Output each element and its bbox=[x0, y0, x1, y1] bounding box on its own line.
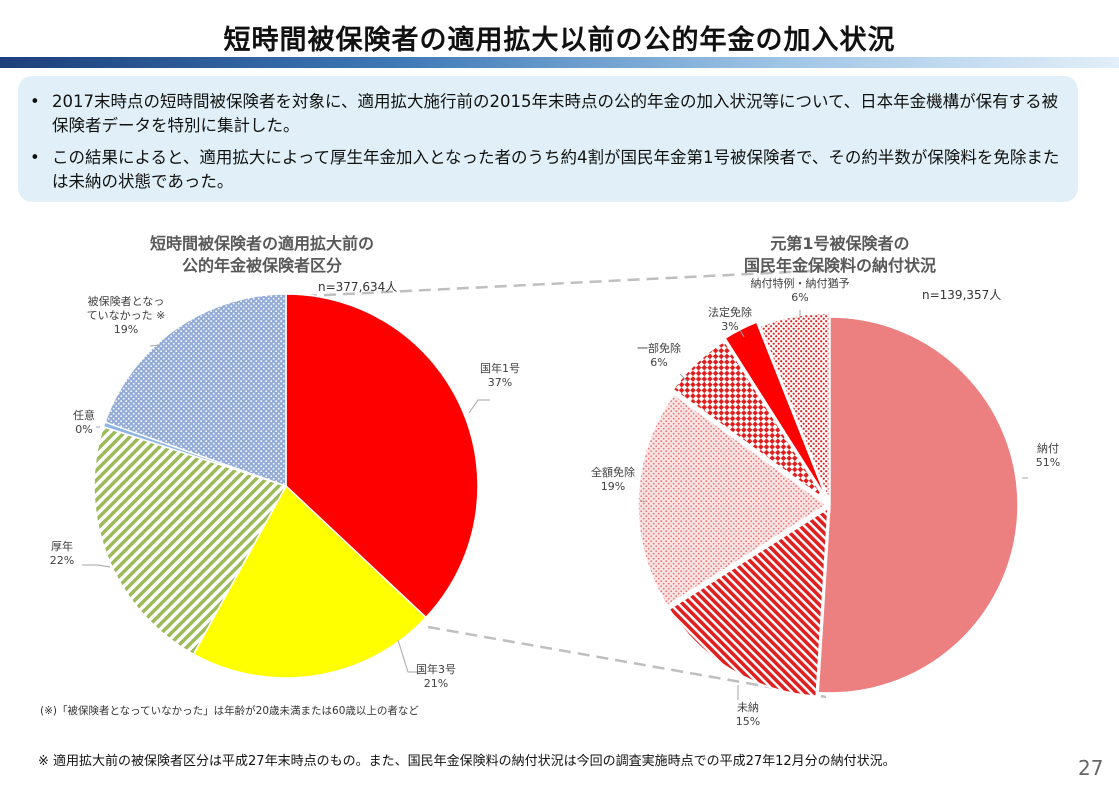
left-chart-title-line2: 公的年金被保険者区分 bbox=[182, 256, 342, 275]
left-chart-slice-label: 任意 bbox=[73, 408, 95, 422]
right-chart-slice bbox=[817, 316, 1019, 694]
summary-bullet: • この結果によると、適用拡大によって厚生年金加入となった者のうち約4割が国民年金… bbox=[30, 146, 1060, 194]
bullet-icon: • bbox=[30, 148, 40, 167]
left-chart-n-label: n=377,634人 bbox=[318, 280, 397, 294]
left-chart-leader-line bbox=[149, 344, 161, 347]
right-chart-slice bbox=[668, 507, 829, 697]
title-underline-bar bbox=[0, 57, 1119, 68]
right-chart-slice-label: 納付特例・納付猶予 bbox=[751, 276, 850, 290]
right-chart-slice-percent: 6% bbox=[791, 291, 808, 304]
left-chart-slice bbox=[93, 425, 288, 656]
right-chart-slice bbox=[672, 340, 826, 501]
right-chart-title-line2: 国民年金保険料の納付状況 bbox=[744, 256, 936, 275]
right-chart-slice bbox=[724, 321, 827, 498]
left-chart-leader-line bbox=[468, 399, 490, 414]
right-chart-title-line1: 元第1号被保険者の bbox=[770, 234, 909, 253]
right-chart-slice-label: 納付 bbox=[1037, 442, 1059, 455]
summary-box: • 2017末時点の短時間被保険者を対象に、適用拡大施行前の2015年末時点の公的… bbox=[18, 76, 1078, 202]
right-chart-n-label: n=139,357人 bbox=[922, 288, 1001, 302]
right-chart-leader-line bbox=[679, 373, 688, 382]
right-chart-slice-percent: 51% bbox=[1036, 456, 1060, 469]
summary-text: この結果によると、適用拡大によって厚生年金加入となった者のうち約4割が国民年金第… bbox=[52, 148, 1060, 191]
summary-bullet: • 2017末時点の短時間被保険者を対象に、適用拡大施行前の2015年末時点の公的… bbox=[30, 90, 1060, 138]
right-chart-slice-percent: 3% bbox=[721, 320, 738, 333]
right-chart-slice-label: 未納 bbox=[737, 701, 759, 714]
right-chart-slice bbox=[759, 312, 830, 502]
right-chart-slice-percent: 15% bbox=[736, 715, 760, 728]
right-chart-leader-line bbox=[639, 499, 646, 503]
left-chart-slice-percent: 37% bbox=[488, 376, 512, 389]
right-chart-slice-percent: 6% bbox=[650, 356, 667, 369]
right-chart-slice-percent: 19% bbox=[601, 480, 625, 493]
left-chart: 短時間被保険者の適用拡大前の 公的年金被保険者区分 n=377,634人 国年1… bbox=[40, 234, 520, 717]
footnote: ※ 適用拡大前の被保険者区分は平成27年末時点のもの。また、国民年金保険料の納付… bbox=[38, 754, 896, 769]
left-chart-slice-label: 国年3号 bbox=[416, 662, 456, 676]
left-chart-leader-line bbox=[397, 639, 420, 673]
left-chart-leader-line bbox=[82, 564, 111, 568]
left-chart-slice-label: ていなかった ※ bbox=[87, 309, 166, 322]
summary-list: • 2017末時点の短時間被保険者を対象に、適用拡大施行前の2015年末時点の公的… bbox=[18, 76, 1078, 194]
connector-line-top bbox=[285, 268, 831, 299]
connector-line-bottom bbox=[427, 625, 827, 699]
left-chart-slice-percent: 0% bbox=[75, 423, 92, 436]
page-title: 短時間被保険者の適用拡大以前の公的年金の加入状況 bbox=[223, 25, 896, 56]
left-chart-slice bbox=[192, 484, 428, 679]
left-chart-title-line1: 短時間被保険者の適用拡大前の bbox=[150, 234, 374, 253]
right-chart-slice bbox=[637, 393, 828, 607]
left-chart-slice bbox=[103, 293, 287, 488]
right-chart-leader-line bbox=[739, 329, 745, 338]
right-chart-slice-label: 全額免除 bbox=[591, 465, 635, 479]
left-chart-slice-percent: 22% bbox=[50, 554, 74, 567]
left-chart-slice-label: 被保険者となっ bbox=[88, 294, 165, 308]
right-chart-slice-label: 一部免除 bbox=[637, 341, 681, 355]
left-chart-note: (※)「被保険者となっていなかった」は年齢が20歳未満または60歳以上の者など bbox=[40, 704, 419, 717]
left-chart-slice-label: 国年1号 bbox=[480, 361, 520, 375]
right-chart-slice-label: 法定免除 bbox=[708, 305, 752, 319]
left-chart-slice-label: 厚年 bbox=[51, 539, 73, 553]
page-number: 27 bbox=[1078, 756, 1104, 780]
summary-text: 2017末時点の短時間被保険者を対象に、適用拡大施行前の2015年末時点の公的年… bbox=[52, 92, 1059, 135]
left-chart-slice-percent: 19% bbox=[114, 323, 138, 336]
bullet-icon: • bbox=[30, 92, 40, 111]
left-chart-slice bbox=[285, 293, 479, 619]
left-chart-slice-percent: 21% bbox=[424, 677, 448, 690]
